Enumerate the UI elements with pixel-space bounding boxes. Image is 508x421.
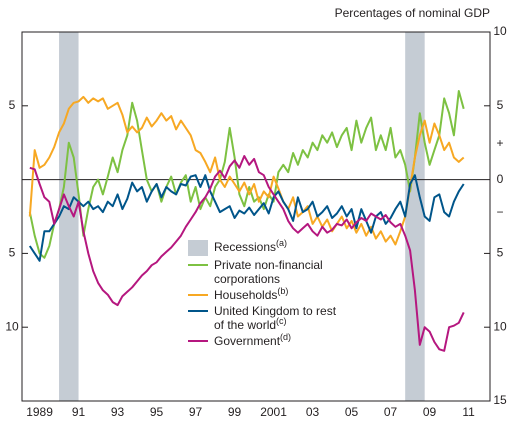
recession-band [405, 32, 425, 401]
legend-item: United Kingdom to rest of the world(c) [188, 304, 348, 332]
legend-label: Private non-financial corporations [214, 258, 348, 286]
legend-text: Households [214, 288, 278, 302]
y-tick-label: 5 [497, 98, 504, 112]
x-tick-label: 2001 [260, 405, 287, 419]
legend-item: Recessions(a) [188, 238, 348, 256]
y-tick-label: 15 [493, 393, 507, 407]
x-tick-label: 11 [462, 405, 475, 419]
legend-key [188, 240, 208, 256]
legend-text: United Kingdom to rest of the world [214, 304, 337, 332]
x-tick-label: 95 [150, 405, 164, 419]
plot-frame [21, 31, 491, 402]
y-tick-label: 10 [493, 319, 507, 333]
legend-label: Government(d) [214, 332, 292, 349]
recession-band [59, 32, 79, 401]
legend-label: Recessions(a) [214, 238, 288, 255]
x-tick-label: 97 [189, 405, 203, 419]
legend-key [188, 304, 208, 318]
legend-item: Households(b) [188, 286, 348, 303]
legend-key [188, 288, 208, 302]
x-tick-label: 93 [111, 405, 125, 419]
y-axis-label: Percentages of nominal GDP [335, 6, 490, 20]
x-tick-label: 07 [384, 405, 398, 419]
y-tick-label: 10 [5, 319, 19, 333]
legend-label: United Kingdom to rest of the world(c) [214, 304, 348, 332]
series-line [29, 155, 465, 352]
x-tick-label: 09 [423, 405, 437, 419]
y-tick-label: 0 [497, 172, 504, 186]
sign-label: − [496, 205, 503, 219]
legend-item: Private non-financial corporations [188, 258, 348, 286]
series-line [28, 174, 465, 262]
y-tick-label: 5 [9, 98, 16, 112]
x-tick-label: 1989 [26, 405, 53, 419]
legend-item: Government(d) [188, 332, 348, 349]
legend-footnote: (b) [277, 286, 289, 296]
legend: Recessions(a) Private non-financial corpo… [188, 238, 348, 350]
legend-footnote: (d) [280, 332, 292, 342]
legend-text: Government [214, 334, 281, 348]
x-tick-label: 05 [345, 405, 359, 419]
x-tick-label: 91 [72, 405, 86, 419]
y-tick-label: 5 [497, 246, 504, 260]
legend-footnote: (a) [276, 238, 288, 248]
y-tick-label: 5 [9, 246, 16, 260]
x-tick-label: 03 [306, 405, 320, 419]
x-tick-label: 99 [228, 405, 242, 419]
series-line [28, 95, 465, 246]
legend-text: Recessions [214, 240, 277, 254]
legend-label: Households(b) [214, 286, 289, 303]
legend-text: Private non-financial corporations [214, 258, 323, 286]
y-tick-label: 10 [493, 24, 507, 38]
sign-label: + [496, 136, 503, 150]
series-line [28, 90, 465, 259]
legend-footnote: (c) [276, 316, 287, 326]
legend-key [188, 334, 208, 348]
legend-key [188, 258, 208, 272]
